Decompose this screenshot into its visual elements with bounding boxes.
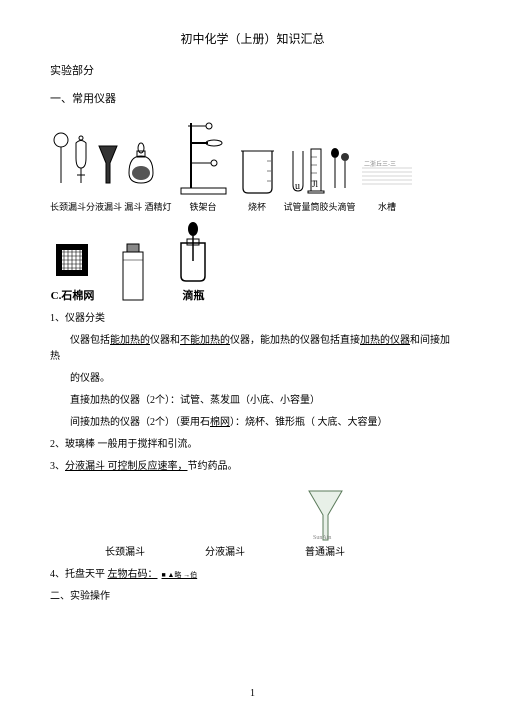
group-funnels-lamp: 长颈漏斗分液漏斗 漏斗 酒精灯	[50, 128, 172, 214]
bottle-plain	[113, 240, 153, 305]
apparatus-row-2: C.石棉网 滴瓶	[50, 221, 455, 306]
list-2: 2、玻璃棒 一般用于搅拌和引流。	[50, 437, 455, 453]
svg-text:u: u	[295, 181, 300, 192]
label-group1: 长颈漏斗分液漏斗 漏斗 酒精灯	[50, 200, 172, 214]
normal-funnel: SunAin 普通漏斗	[290, 485, 360, 561]
apparatus-row-1: 长颈漏斗分液漏斗 漏斗 酒精灯 铁架台 烧杯 u	[50, 118, 455, 214]
label-group3: 试管量筒胶头滴管	[284, 200, 356, 214]
line-2: 直接加热的仪器（2个）：试管、蒸发皿（小底、小容量）	[50, 393, 455, 409]
section-instruments: 一、常用仪器	[50, 91, 455, 109]
list-4: 4、托盘天平 左物右码：■ ▲略 →伯	[50, 567, 455, 583]
line-1: 仪器包括能加热的仪器和不能加热的仪器，能加热的仪器包括直接加热的仪器和间接加热	[50, 333, 455, 365]
iron-stand: 铁架台	[176, 118, 231, 214]
label-beaker: 烧杯	[248, 200, 266, 214]
sep-funnel: 分液漏斗	[190, 485, 260, 561]
wire-gauze: C.石棉网	[50, 236, 95, 306]
svg-text:SunAin: SunAin	[313, 535, 331, 541]
list-1: 1、仪器分类	[50, 311, 455, 327]
label-stand: 铁架台	[190, 200, 217, 214]
group-tubes: u Jl 试管量筒胶头滴管	[284, 143, 356, 214]
line-1b: 的仪器。	[50, 371, 455, 387]
long-neck-funnel: 长颈漏斗	[90, 485, 160, 561]
beaker: 烧杯	[235, 143, 280, 214]
water-trough: 二浙丘三-三 水槽	[360, 158, 415, 214]
svg-text:二浙丘三-三: 二浙丘三-三	[364, 160, 396, 168]
label-gauze: C.石棉网	[51, 288, 95, 306]
label-trough: 水槽	[378, 200, 396, 214]
dropper-bottle: 滴瓶	[171, 221, 216, 306]
page-title: 初中化学（上册）知识汇总	[50, 30, 455, 49]
section-experiment: 实验部分	[50, 63, 455, 81]
section-ops: 二、实验操作	[50, 589, 455, 605]
list-3: 3、分液漏斗 可控制反应速率，节约药品。	[50, 459, 455, 475]
funnel-row: 长颈漏斗 分液漏斗 SunAin 普通漏斗	[90, 485, 455, 561]
page-number: 1	[0, 686, 505, 702]
line-3: 间接加热的仪器（2个）（要用石棉网）：烧杯、锥形瓶（ 大底、大容量）	[50, 415, 455, 431]
label-dropper: 滴瓶	[183, 288, 205, 306]
svg-text:Jl: Jl	[312, 179, 319, 189]
